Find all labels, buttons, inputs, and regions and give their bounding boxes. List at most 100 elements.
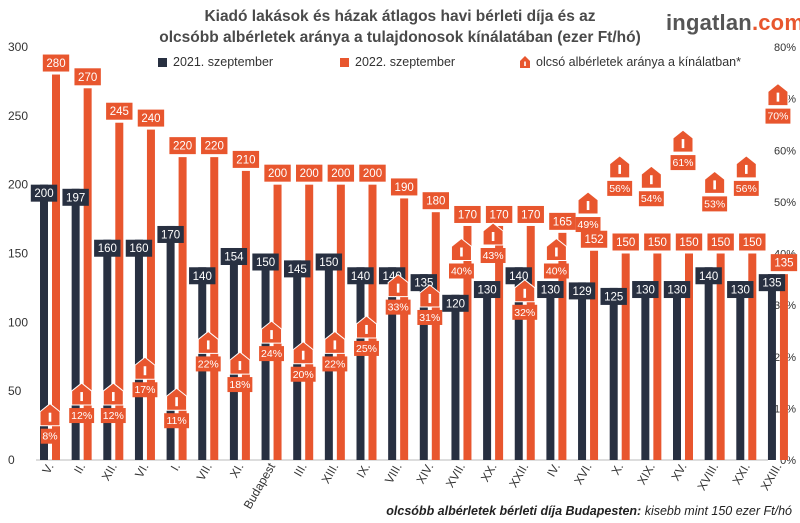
data-label-box-2022 bbox=[580, 230, 608, 248]
share-label-box bbox=[290, 366, 316, 382]
category-label: III. bbox=[291, 461, 310, 480]
data-label-2022: 150 bbox=[648, 237, 667, 249]
share-label: 70% bbox=[767, 111, 788, 123]
left-axis-tick-label: 0 bbox=[8, 453, 15, 467]
category-label: IX. bbox=[354, 461, 373, 481]
bar-2022 bbox=[621, 253, 630, 460]
legend-item-share: olcsó albérletek aránya a kínálatban* bbox=[520, 55, 741, 69]
share-label-box bbox=[765, 108, 791, 124]
data-label-2022: 200 bbox=[363, 168, 382, 180]
footnote-rest: kisebb mint 150 ezer Ft/hó bbox=[641, 504, 792, 518]
data-label-box-2022 bbox=[232, 150, 260, 168]
footnote: olcsóbb albérletek bérleti díja Budapest… bbox=[380, 504, 792, 518]
legend-label-share: olcsó albérletek aránya a kínálatban* bbox=[536, 55, 741, 69]
data-label-2022: 170 bbox=[521, 209, 540, 221]
share-label: 53% bbox=[704, 198, 725, 210]
brand-logo: ingatlan.com bbox=[666, 10, 800, 36]
legend-item-2022: 2022. szeptember bbox=[340, 55, 455, 69]
share-house-door bbox=[681, 139, 685, 149]
legend-swatch-2022 bbox=[340, 57, 349, 67]
category-label: II. bbox=[71, 461, 88, 477]
data-label-box-2022 bbox=[327, 164, 355, 182]
bar-2022 bbox=[431, 212, 440, 460]
data-label-box-2021 bbox=[189, 267, 216, 285]
share-label-box bbox=[670, 155, 696, 171]
share-house-door bbox=[175, 397, 178, 407]
data-label-2021: 130 bbox=[541, 285, 560, 297]
share-label-box bbox=[449, 263, 474, 279]
data-label-box-2022 bbox=[675, 233, 703, 251]
data-label-2022: 150 bbox=[679, 237, 698, 249]
data-label-2021: 150 bbox=[319, 257, 338, 269]
category-label: XVIII. bbox=[694, 461, 721, 493]
bar-2021 bbox=[641, 281, 650, 460]
category-label: VI. bbox=[132, 461, 151, 481]
bar-2022 bbox=[305, 184, 314, 460]
left-axis-tick-label: 50 bbox=[8, 384, 22, 398]
data-label-2021: 170 bbox=[161, 229, 180, 241]
share-label-box bbox=[132, 382, 158, 398]
share-label: 33% bbox=[388, 302, 409, 314]
share-label-box bbox=[259, 346, 284, 362]
bar-2021 bbox=[419, 274, 428, 460]
bar-2022 bbox=[83, 88, 92, 461]
category-label: XIX. bbox=[634, 461, 657, 488]
data-label-2022: 170 bbox=[490, 209, 509, 221]
bar-2022 bbox=[463, 225, 472, 460]
data-label-box-2021 bbox=[758, 274, 786, 292]
share-label-box bbox=[512, 304, 538, 320]
category-label: VII. bbox=[194, 461, 215, 484]
category-label: XXIII. bbox=[758, 461, 785, 493]
bar-2022 bbox=[146, 129, 155, 460]
data-label-box-2022 bbox=[485, 205, 513, 223]
data-label-box-2022 bbox=[264, 164, 291, 182]
data-label-2021: 120 bbox=[446, 298, 465, 310]
share-label-box bbox=[385, 299, 411, 315]
bar-2021 bbox=[71, 188, 80, 460]
share-label: 22% bbox=[198, 358, 219, 370]
bar-2022 bbox=[115, 122, 124, 460]
share-house-door bbox=[713, 180, 716, 190]
share-house-door bbox=[206, 340, 210, 350]
left-axis-tick-label: 250 bbox=[8, 109, 28, 123]
data-label-box-2021 bbox=[125, 239, 153, 257]
share-label-box bbox=[195, 356, 221, 372]
data-label-box-2021 bbox=[600, 287, 627, 305]
share-label: 40% bbox=[451, 266, 472, 278]
data-label-2022: 150 bbox=[616, 237, 635, 249]
data-label-box-2021 bbox=[473, 281, 501, 299]
category-label: XIII. bbox=[319, 461, 342, 486]
data-label-box-2021 bbox=[252, 253, 279, 271]
house-icon bbox=[520, 56, 530, 68]
data-label-box-2021 bbox=[315, 253, 343, 271]
share-label: 25% bbox=[356, 343, 377, 355]
data-label-2022: 150 bbox=[743, 237, 762, 249]
share-label: 18% bbox=[229, 379, 250, 391]
category-label: XXI. bbox=[729, 461, 752, 488]
data-label-2022: 210 bbox=[236, 154, 255, 166]
brand-tld: .com bbox=[751, 10, 800, 35]
share-house-door bbox=[48, 412, 52, 422]
data-label-2021: 130 bbox=[731, 285, 750, 297]
share-label-box bbox=[638, 191, 664, 207]
data-label-2021: 135 bbox=[762, 278, 781, 290]
share-label-box bbox=[322, 356, 348, 372]
category-label: I. bbox=[168, 461, 183, 474]
bar-2022 bbox=[590, 250, 599, 460]
share-house-door bbox=[428, 293, 432, 303]
share-label-box bbox=[40, 428, 60, 444]
data-label-2022: 220 bbox=[173, 141, 192, 153]
share-label-box bbox=[164, 413, 190, 429]
bar-2022 bbox=[241, 170, 250, 460]
category-label: XXII. bbox=[506, 461, 531, 491]
data-label-box-2022 bbox=[137, 109, 165, 127]
share-label-box bbox=[607, 180, 633, 196]
left-axis-tick-label: 200 bbox=[8, 178, 28, 192]
bar-2021 bbox=[736, 281, 745, 460]
category-label: XI. bbox=[227, 461, 246, 481]
data-label-box-2022 bbox=[201, 137, 228, 155]
data-label-2021: 160 bbox=[98, 243, 117, 255]
share-house-door bbox=[396, 283, 400, 293]
data-label-2022: 200 bbox=[300, 168, 319, 180]
share-label: 56% bbox=[609, 183, 630, 195]
